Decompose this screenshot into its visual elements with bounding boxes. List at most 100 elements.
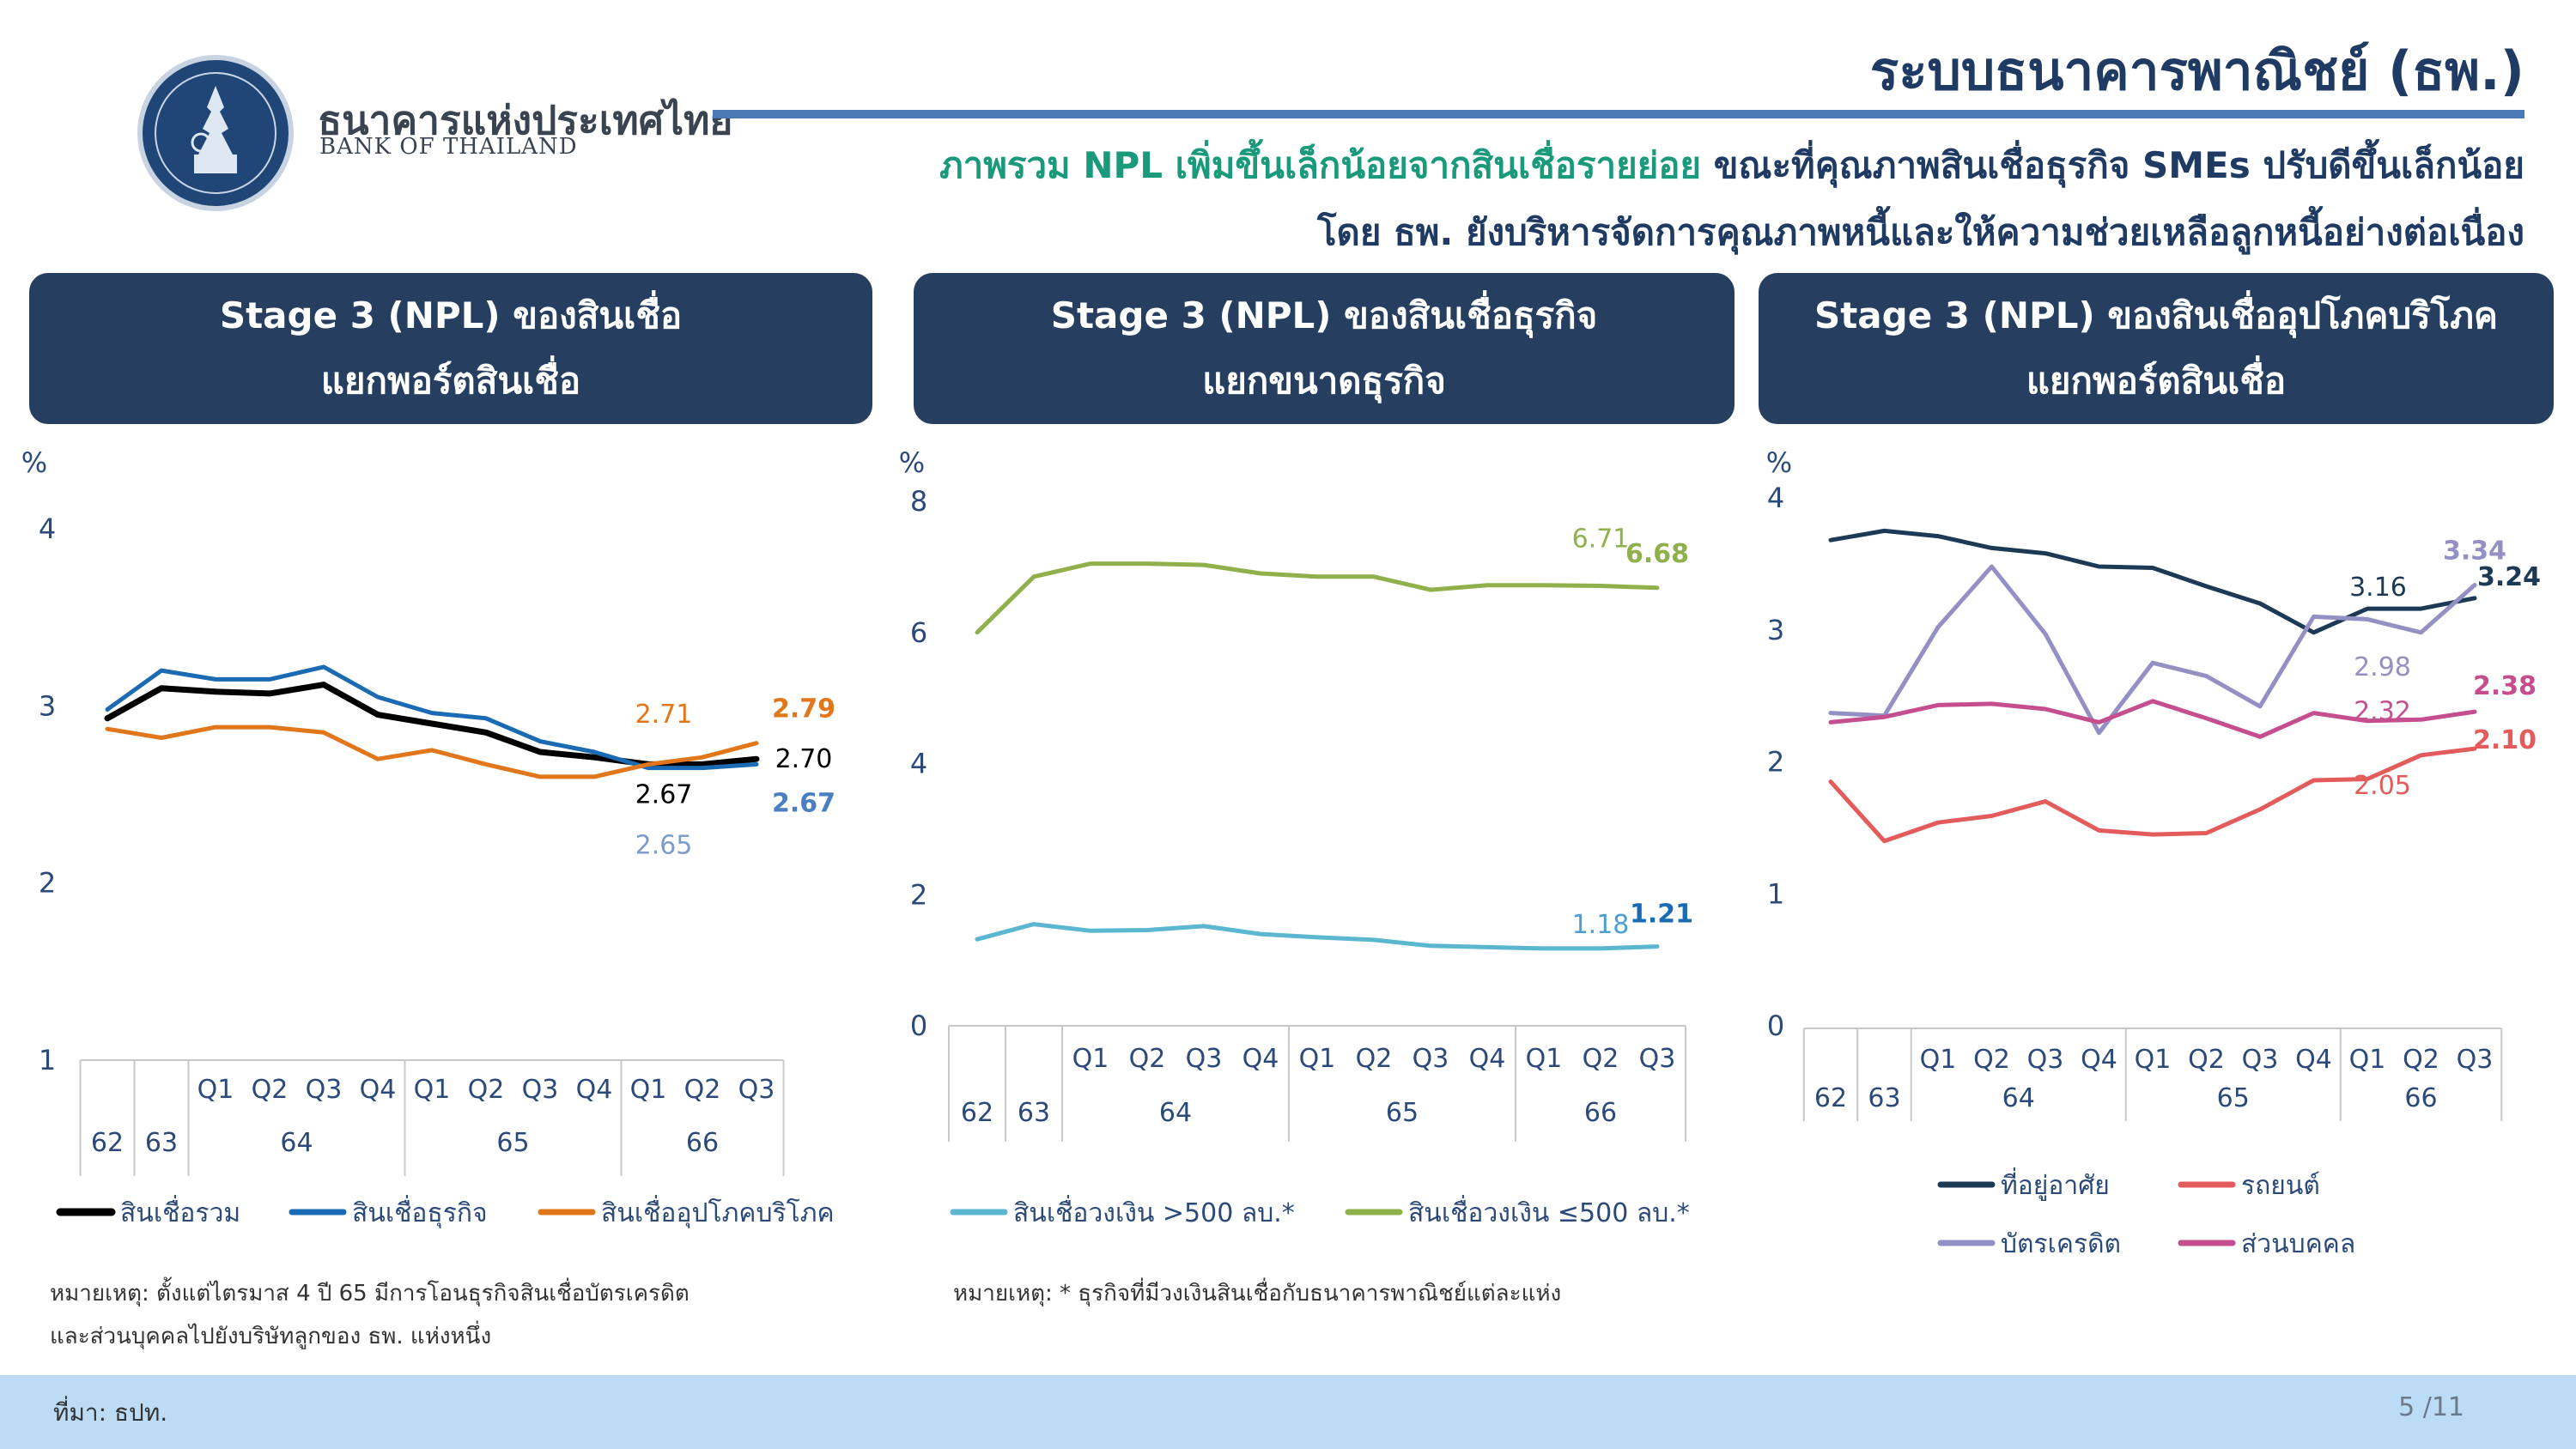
data-label: 2.38 bbox=[2473, 671, 2537, 701]
x-tick-quarter: Q3 bbox=[1186, 1044, 1223, 1074]
y-tick-label: 2 bbox=[39, 867, 56, 900]
bank-of-thailand-logo bbox=[137, 55, 294, 211]
y-axis-label: % bbox=[21, 446, 47, 479]
x-tick-quarter: Q2 bbox=[1973, 1045, 2010, 1075]
series-line-3 bbox=[105, 724, 759, 779]
legend-label: ที่อยู่อาศัย bbox=[2001, 1167, 2110, 1201]
x-tick-quarter: Q3 bbox=[522, 1075, 559, 1105]
y-tick-label: 4 bbox=[39, 512, 56, 545]
series-line-3 bbox=[1828, 564, 2477, 736]
x-tick-quarter: Q3 bbox=[2242, 1045, 2279, 1075]
panel-header-consumer-portfolio: Stage 3 (NPL) ของสินเชื่ออุปโภคบริโภค แย… bbox=[1759, 273, 2554, 424]
x-tick-quarter: Q1 bbox=[197, 1075, 234, 1105]
y-tick-label: 3 bbox=[1767, 614, 1784, 646]
x-tick-quarter: Q2 bbox=[1356, 1044, 1393, 1074]
org-name-english: BANK OF THAILAND bbox=[319, 134, 578, 160]
x-tick-quarter: Q2 bbox=[252, 1075, 289, 1105]
x-tick-year: 62 bbox=[91, 1128, 124, 1158]
y-tick-label: 8 bbox=[910, 485, 927, 518]
y-axis-label: % bbox=[899, 446, 925, 479]
x-tick-quarter: Q1 bbox=[414, 1075, 451, 1105]
legend-label: บัตรเครดิต bbox=[2001, 1229, 2121, 1253]
org-name-thai: ธนาคารแห่งประเทศไทย bbox=[318, 97, 733, 143]
panel-header-line1: Stage 3 (NPL) ของสินเชื่อ bbox=[219, 294, 683, 336]
x-tick-year: 66 bbox=[2404, 1083, 2437, 1113]
x-tick-quarter: Q2 bbox=[2188, 1045, 2225, 1075]
x-tick-year: 65 bbox=[496, 1128, 529, 1158]
x-tick-quarter: Q4 bbox=[576, 1075, 613, 1105]
y-tick-label: 4 bbox=[910, 748, 927, 780]
data-label: 3.16 bbox=[2349, 573, 2407, 603]
x-tick-quarter: Q1 bbox=[2349, 1045, 2386, 1075]
x-tick-year: 66 bbox=[686, 1128, 719, 1158]
data-label: 1.18 bbox=[1572, 910, 1630, 940]
data-label: 2.70 bbox=[775, 744, 833, 774]
y-tick-label: 0 bbox=[1767, 1009, 1784, 1042]
data-label: 6.71 bbox=[1572, 524, 1630, 555]
legend-label: สินเชื่อธุรกิจ bbox=[352, 1195, 488, 1229]
x-tick-quarter: Q1 bbox=[1299, 1044, 1336, 1074]
note-left-line1: หมายเหตุ: ตั้งแต่ไตรมาส 4 ปี 65 มีการโอน… bbox=[50, 1281, 690, 1307]
note-middle: หมายเหตุ: * ธุรกิจที่มีวงเงินสินเชื่อกับ… bbox=[953, 1281, 1562, 1307]
data-label: 3.24 bbox=[2477, 562, 2541, 592]
x-tick-quarter: Q3 bbox=[2027, 1045, 2064, 1075]
subtitle-highlight: ภาพรวม NPL เพิ่มขึ้นเล็กน้อยจากสินเชื่อร… bbox=[939, 144, 1702, 186]
x-tick-year: 65 bbox=[1386, 1098, 1419, 1128]
x-tick-quarter: Q2 bbox=[1583, 1044, 1619, 1074]
data-label: 2.67 bbox=[772, 788, 835, 818]
data-label: 2.65 bbox=[635, 831, 693, 861]
panel-header-line2: แยกพอร์ตสินเชื่อ bbox=[320, 360, 581, 402]
series-line-2 bbox=[105, 664, 759, 771]
y-tick-label: 3 bbox=[39, 689, 56, 722]
x-tick-quarter: Q4 bbox=[360, 1075, 397, 1105]
legend-label: สินเชื่อรวม bbox=[120, 1195, 240, 1228]
x-tick-quarter: Q2 bbox=[1129, 1044, 1166, 1074]
x-tick-quarter: Q4 bbox=[1469, 1044, 1506, 1074]
x-tick-quarter: Q1 bbox=[1526, 1044, 1563, 1074]
x-tick-quarter: Q3 bbox=[1413, 1044, 1449, 1074]
x-tick-quarter: Q3 bbox=[306, 1075, 343, 1105]
series-line-4 bbox=[1828, 699, 2477, 739]
data-label: 2.32 bbox=[2354, 696, 2411, 726]
y-tick-label: 2 bbox=[1767, 746, 1784, 779]
legend-label: รถยนต์ bbox=[2241, 1171, 2320, 1201]
legend-label: สินเชื่อวงเงิน ≤500 ลบ.* bbox=[1408, 1195, 1690, 1228]
note-left-line2: และส่วนบุคคลไปยังบริษัทลูกของ ธพ. แห่งหน… bbox=[50, 1324, 492, 1349]
y-tick-label: 6 bbox=[910, 616, 927, 649]
x-tick-year: 66 bbox=[1584, 1098, 1617, 1128]
data-label: 1.21 bbox=[1630, 900, 1693, 930]
x-tick-quarter: Q2 bbox=[684, 1075, 721, 1105]
page-title: ระบบธนาคารพาณิชย์ (ธพ.) bbox=[1869, 39, 2524, 102]
x-tick-year: 64 bbox=[2002, 1083, 2035, 1113]
x-tick-quarter: Q1 bbox=[1072, 1044, 1109, 1074]
data-label: 3.34 bbox=[2443, 536, 2506, 566]
subtitle-line-1: ภาพรวม NPL เพิ่มขึ้นเล็กน้อยจากสินเชื่อร… bbox=[939, 137, 2524, 194]
emblem-icon bbox=[155, 72, 276, 194]
panel-header-business-size: Stage 3 (NPL) ของสินเชื่อธุรกิจ แยกขนาดธ… bbox=[914, 273, 1735, 424]
x-tick-year: 65 bbox=[2217, 1083, 2250, 1113]
x-tick-quarter: Q4 bbox=[2295, 1045, 2332, 1075]
y-tick-label: 1 bbox=[39, 1044, 56, 1076]
y-tick-label: 2 bbox=[910, 878, 927, 911]
x-tick-quarter: Q2 bbox=[468, 1075, 505, 1105]
source-note: ที่มา: ธปท. bbox=[53, 1398, 168, 1427]
x-tick-quarter: Q1 bbox=[2135, 1045, 2172, 1075]
panel-header-line1: Stage 3 (NPL) ของสินเชื่ออุปโภคบริโภค bbox=[1814, 294, 2499, 336]
x-tick-year: 64 bbox=[1159, 1098, 1192, 1128]
title-divider bbox=[713, 110, 2524, 118]
page-number: 5 /11 bbox=[2398, 1392, 2464, 1422]
x-tick-quarter: Q1 bbox=[630, 1075, 667, 1105]
y-axis-label: % bbox=[1766, 446, 1792, 479]
x-tick-quarter: Q4 bbox=[2081, 1045, 2117, 1075]
x-tick-year: 63 bbox=[1868, 1083, 1900, 1113]
x-tick-year: 63 bbox=[1018, 1098, 1050, 1128]
footer-bar: ที่มา: ธปท. 5 /11 bbox=[0, 1375, 2576, 1449]
series-line-1 bbox=[975, 922, 1660, 951]
x-tick-quarter: Q3 bbox=[1639, 1044, 1676, 1074]
subtitle-rest: ขณะที่คุณภาพสินเชื่อธุรกิจ SMEs ปรับดีขึ… bbox=[1701, 144, 2524, 186]
x-tick-year: 63 bbox=[145, 1128, 178, 1158]
panel-header-line2: แยกพอร์ตสินเชื่อ bbox=[2026, 360, 2287, 402]
y-tick-label: 0 bbox=[910, 1009, 927, 1042]
chart-npl-by-portfolio: % 1 2 3 4 Q1 Q2 Q3 Q4 Q1 Q2 Q3 Q4 Q1 Q2 Q3 62 63 64 65 66 2.7… bbox=[21, 446, 835, 1229]
panel-header-line2: แยกขนาดธุรกิจ bbox=[1202, 360, 1446, 402]
